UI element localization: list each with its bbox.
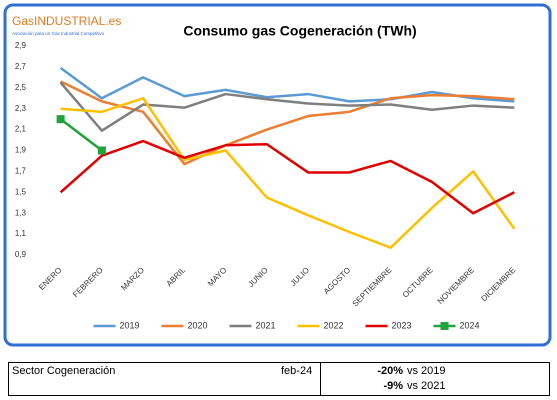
- marker: [56, 115, 65, 124]
- series-line: [59, 139, 515, 215]
- series-line: [59, 66, 515, 103]
- y-tick-label: 1,5: [15, 187, 27, 196]
- cell-divider: [320, 363, 321, 395]
- legend-label: 2021: [256, 320, 276, 330]
- summary-table: Sector Cogeneración feb-24 -20% vs 2019 …: [8, 362, 550, 396]
- chart-frame: [3, 3, 552, 347]
- y-tick-label: 2,7: [15, 62, 27, 71]
- change: -20%: [377, 365, 403, 377]
- vs-year: vs 2019: [407, 365, 446, 377]
- y-tick-label: 1,1: [15, 229, 27, 238]
- y-tick-label: 0,9: [15, 250, 27, 259]
- legend-label: 2022: [324, 320, 344, 330]
- legend-label: 2023: [392, 320, 412, 330]
- series-line: [59, 81, 515, 132]
- vs-year: vs 2021: [407, 380, 446, 392]
- y-tick-label: 2,1: [15, 125, 27, 134]
- change: -9%: [383, 380, 403, 392]
- y-tick-label: 2,5: [15, 83, 27, 92]
- chart: GasINDUSTRIAL.es Asociación para un Gas …: [3, 3, 552, 347]
- y-tick-label: 2,9: [15, 41, 27, 50]
- marker: [97, 146, 106, 155]
- series-line: [60, 97, 516, 249]
- logo: GasINDUSTRIAL.es: [12, 14, 121, 28]
- y-tick-label: 1,3: [15, 208, 27, 217]
- legend-label: 2024: [460, 320, 480, 330]
- logo-tagline: Asociación para un Gas Industrial Compet…: [12, 31, 105, 36]
- legend-marker: [440, 322, 449, 330]
- y-tick-label: 1,7: [15, 167, 27, 176]
- legend-label: 2020: [188, 320, 208, 330]
- legend-label: 2019: [120, 320, 140, 330]
- y-tick-label: 1,9: [15, 146, 27, 155]
- y-tick-label: 2,3: [15, 104, 27, 113]
- chart-title: Consumo gas Cogeneración (TWh): [183, 23, 416, 39]
- date: feb-24: [281, 365, 313, 377]
- series-line: [59, 118, 103, 152]
- sector: Sector Cogeneración: [12, 365, 116, 377]
